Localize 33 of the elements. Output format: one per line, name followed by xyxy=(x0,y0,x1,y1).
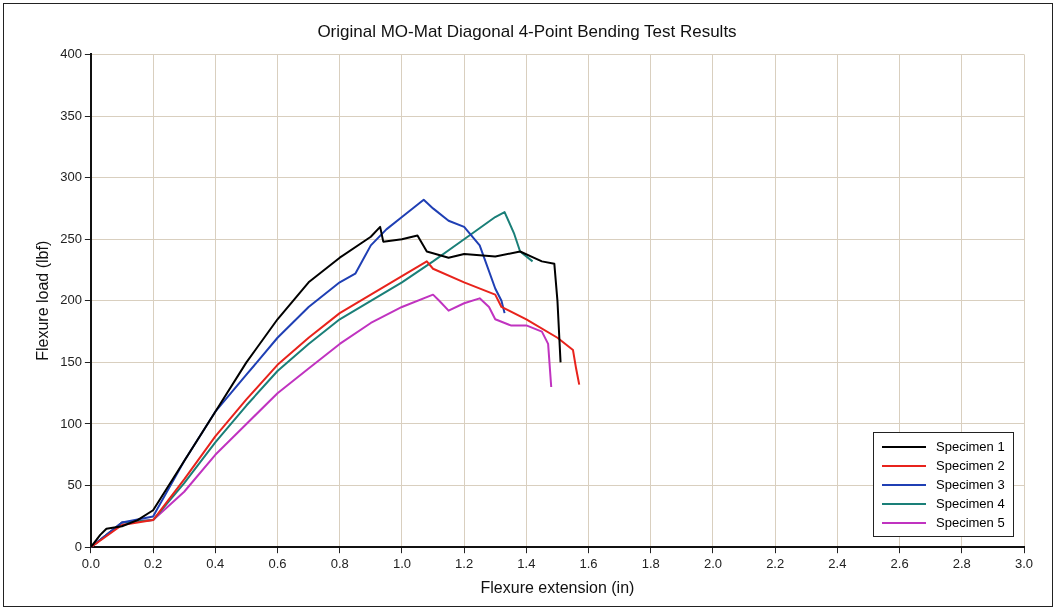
x-tick-label: 0.0 xyxy=(81,555,100,571)
y-tick-label: 400 xyxy=(60,45,82,61)
x-tick-label: 0.4 xyxy=(206,555,225,571)
x-axis-title: Flexure extension (in) xyxy=(480,578,635,596)
x-tick-label: 0.8 xyxy=(330,555,349,571)
y-tick-label: 100 xyxy=(60,415,82,431)
y-tick-label: 150 xyxy=(60,353,82,369)
x-tick-label: 0.6 xyxy=(268,555,287,571)
x-tick-label: 2.8 xyxy=(952,555,971,571)
legend-label: Specimen 1 xyxy=(936,439,1005,455)
x-tick-label: 1.6 xyxy=(579,555,598,571)
x-tick-label: 2.6 xyxy=(890,555,909,571)
y-tick-label: 0 xyxy=(74,538,82,554)
y-axis-title: Flexure load (lbf) xyxy=(34,240,52,361)
chart-title: Original MO-Mat Diagonal 4-Point Bending Test Results xyxy=(317,21,737,41)
y-tick-label: 200 xyxy=(60,292,82,308)
legend-label: Specimen 5 xyxy=(936,515,1005,531)
legend-label: Specimen 4 xyxy=(936,496,1005,512)
x-tick-label: 2.0 xyxy=(703,555,722,571)
x-tick-label: 2.4 xyxy=(828,555,847,571)
x-tick-label: 1.8 xyxy=(641,555,660,571)
y-tick-label: 300 xyxy=(60,169,82,185)
y-tick-label: 50 xyxy=(67,477,82,493)
x-tick-label: 1.0 xyxy=(392,555,411,571)
legend-label: Specimen 2 xyxy=(936,458,1005,474)
x-tick-label: 3.0 xyxy=(1014,555,1034,571)
legend-label: Specimen 3 xyxy=(936,477,1005,493)
x-tick-label: 1.2 xyxy=(455,555,474,571)
x-tick-label: 0.2 xyxy=(144,555,163,571)
x-tick-label: 1.4 xyxy=(517,555,536,571)
y-tick-label: 250 xyxy=(60,230,82,246)
x-tick-label: 2.2 xyxy=(766,555,785,571)
y-tick-label: 350 xyxy=(60,107,82,123)
